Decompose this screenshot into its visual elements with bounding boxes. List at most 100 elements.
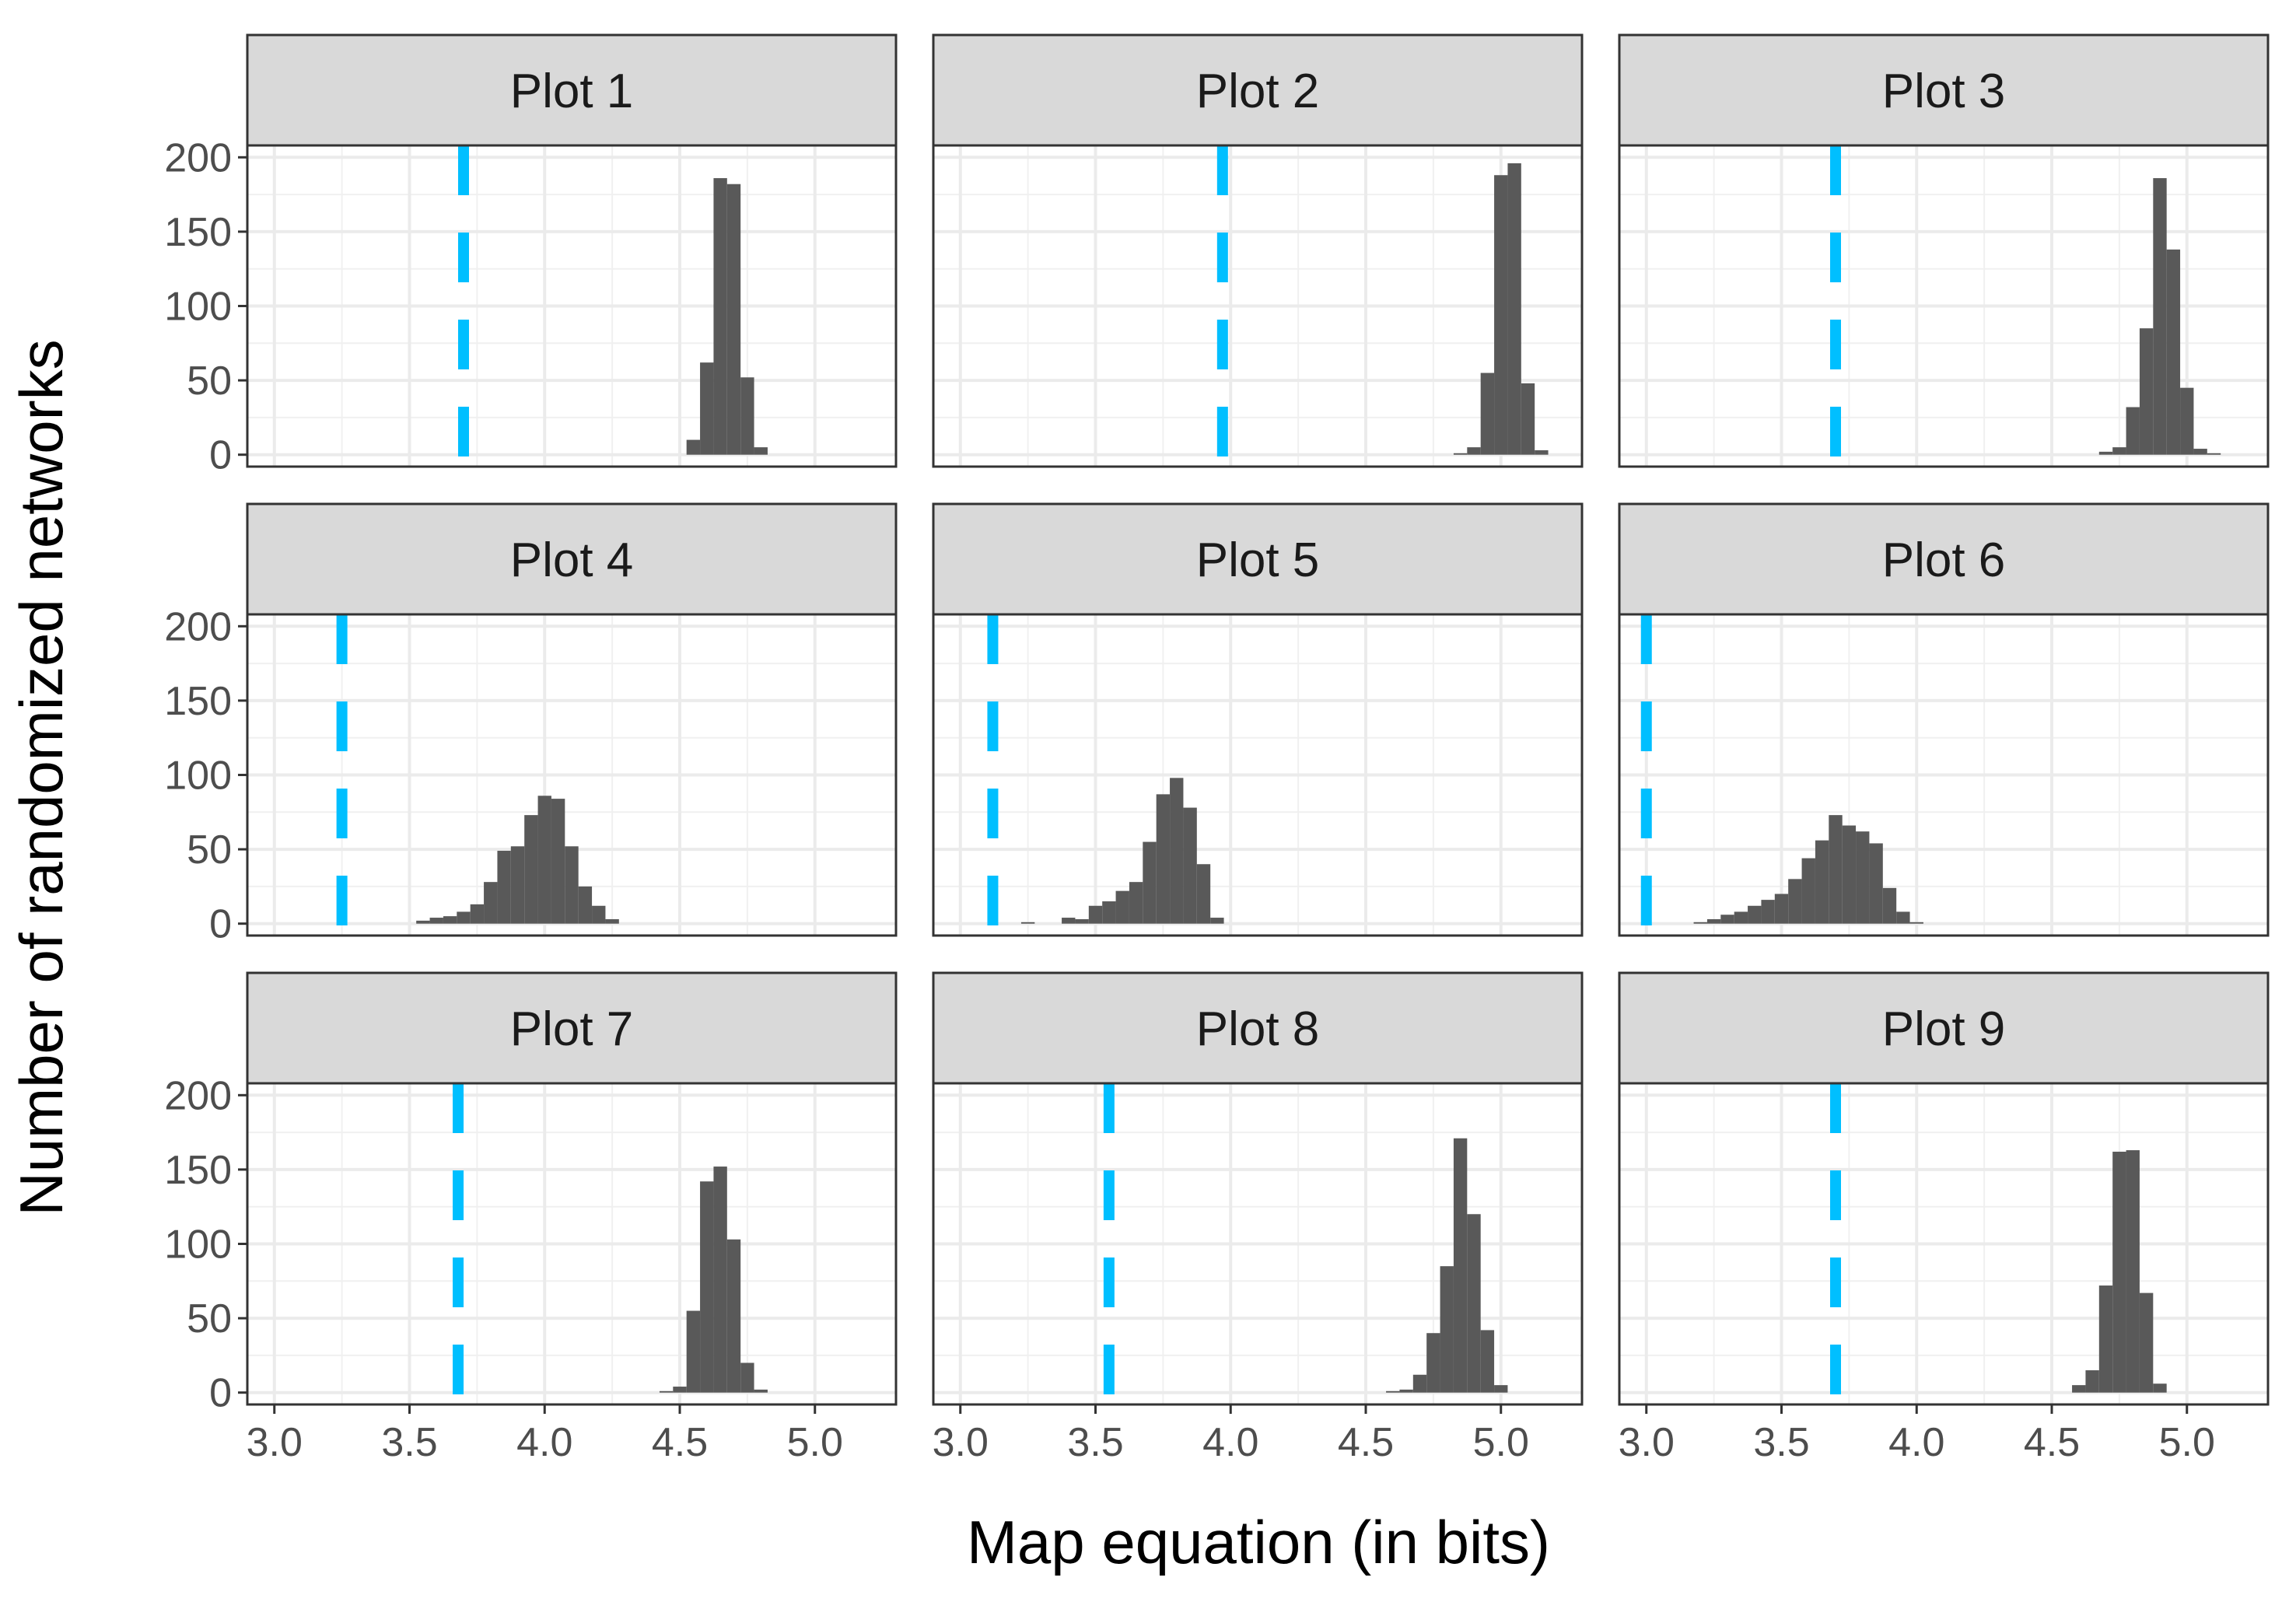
histogram-bar — [1020, 922, 1035, 924]
panel-border — [1618, 144, 2270, 468]
panel-title: Plot 5 — [1196, 533, 1320, 587]
panel-4: Plot 4 0 50 100 150 200 — [164, 502, 898, 947]
histogram-bar — [1856, 831, 1870, 924]
histogram-bars — [2072, 1150, 2167, 1393]
panel-2: Plot 2 — [932, 33, 1584, 468]
panel-strip — [246, 33, 898, 147]
y-tick-label: 100 — [164, 285, 232, 330]
panel-3: Plot 3 — [1618, 33, 2270, 468]
histogram-bar — [1829, 815, 1843, 924]
histogram-bar — [1882, 887, 1897, 924]
histogram-bar — [1909, 922, 1923, 924]
histogram-bar — [1896, 911, 1910, 924]
histogram-bar — [1801, 858, 1815, 924]
histogram-bar — [2126, 1150, 2140, 1393]
histogram-bar — [2193, 449, 2207, 455]
histogram-bar — [1494, 1385, 1508, 1393]
histogram-bar — [2153, 178, 2167, 455]
histogram-bar — [1720, 915, 1734, 924]
histogram-bar — [1399, 1389, 1413, 1393]
histogram-bar — [470, 904, 485, 924]
histogram-bar — [551, 799, 565, 924]
panel-title: Plot 7 — [510, 1002, 634, 1056]
panel-8: Plot 8 3.0 3.5 4.0 4.5 5.0 — [932, 971, 1584, 1465]
y-tick-label: 100 — [164, 1222, 232, 1268]
panel-5: Plot 5 — [932, 502, 1584, 937]
histogram-bar — [1156, 794, 1171, 924]
histogram-bar — [1412, 1374, 1427, 1393]
histogram-bar — [686, 439, 701, 455]
panel-border — [1618, 1082, 2270, 1406]
histogram-bars — [1453, 163, 1549, 455]
histogram-bar — [1129, 882, 1143, 924]
histogram-bar — [524, 815, 538, 924]
histogram-bar — [1869, 843, 1883, 924]
histogram-bar — [2085, 1370, 2099, 1393]
histogram-bar — [2072, 1385, 2086, 1393]
y-tick-label: 50 — [187, 827, 232, 873]
histogram-bar — [1521, 383, 1535, 455]
y-axis-title: Number of randomized networks — [7, 339, 75, 1215]
histogram-bars — [1020, 778, 1224, 924]
histogram-bar — [605, 918, 619, 924]
histogram-bar — [713, 178, 727, 455]
histogram-bar — [713, 1167, 727, 1393]
panel-title: Plot 6 — [1882, 533, 2006, 587]
histogram-bar — [1774, 894, 1789, 924]
panel-strip — [932, 502, 1584, 616]
histogram-bars — [686, 178, 768, 455]
panel-border — [932, 1082, 1584, 1406]
histogram-bar — [592, 905, 606, 924]
histogram-bar — [1693, 922, 1707, 924]
gridlines — [1619, 1083, 2268, 1404]
panels-layer: Plot 1 0 50 100 150 200 Plot 2 Plot 3 Plot 4 0 50 1… — [164, 33, 2270, 1465]
x-tick-label: 3.0 — [933, 1420, 989, 1465]
panel-strip — [1618, 971, 2270, 1085]
histogram-bar — [1196, 864, 1211, 924]
y-tick-label: 150 — [164, 1148, 232, 1193]
x-tick-label: 4.0 — [1888, 1420, 1944, 1465]
histogram-bar — [700, 1181, 714, 1393]
histogram-bar — [2207, 453, 2221, 455]
y-tick-label: 200 — [164, 604, 232, 649]
histogram-bar — [1788, 879, 1802, 924]
histogram-bar — [429, 918, 443, 924]
histogram-bar — [537, 796, 551, 924]
histogram-bar — [1440, 1266, 1454, 1393]
gridlines — [933, 614, 1582, 936]
panel-6: Plot 6 — [1618, 502, 2270, 937]
histogram-bar — [484, 882, 498, 924]
panel-strip — [246, 971, 898, 1085]
x-tick-label: 4.5 — [2024, 1420, 2080, 1465]
x-tick-label: 4.0 — [1202, 1420, 1258, 1465]
histogram-bar — [2180, 387, 2194, 455]
x-tick-label: 3.5 — [1753, 1420, 1809, 1465]
histogram-bars — [2098, 178, 2221, 455]
y-tick-label: 200 — [164, 1073, 232, 1118]
y-tick-label: 200 — [164, 135, 232, 180]
panel-strip — [246, 502, 898, 616]
histogram-bar — [1210, 918, 1224, 924]
panel-title: Plot 8 — [1196, 1002, 1320, 1056]
histogram-bar — [416, 920, 430, 924]
histogram-bar — [1075, 918, 1089, 924]
histogram-bar — [1480, 373, 1495, 455]
histogram-bar — [510, 846, 525, 924]
x-tick-label: 3.5 — [381, 1420, 437, 1465]
x-tick-label: 4.5 — [1338, 1420, 1394, 1465]
histogram-bar — [1761, 900, 1775, 924]
histogram-bar — [726, 1239, 741, 1393]
histogram-bar — [1183, 807, 1197, 924]
histogram-bar — [2139, 1292, 2154, 1393]
histogram-bar — [1706, 918, 1721, 924]
y-tick-label: 0 — [209, 433, 232, 478]
histogram-bars — [659, 1167, 768, 1393]
panel-1: Plot 1 0 50 100 150 200 — [164, 33, 898, 478]
x-axis-title: Map equation (in bits) — [967, 1508, 1550, 1576]
histogram-bar — [2112, 1151, 2126, 1393]
y-tick-label: 50 — [187, 359, 232, 404]
panel-strip — [1618, 33, 2270, 147]
histogram-bar — [740, 377, 754, 455]
panel-9: Plot 9 3.0 3.5 4.0 4.5 5.0 — [1618, 971, 2270, 1465]
